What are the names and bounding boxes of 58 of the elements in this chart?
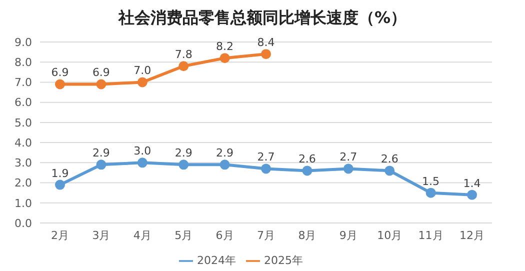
point [302, 166, 312, 176]
data-label: 2.9 [92, 146, 110, 160]
point [55, 180, 65, 190]
point [261, 49, 271, 60]
data-label: 6.9 [51, 66, 69, 80]
y-tick-label: 8.0 [14, 56, 32, 70]
y-tick-label: 5.0 [14, 116, 32, 130]
point [426, 188, 436, 198]
point [178, 61, 189, 72]
y-tick-label: 3.0 [14, 156, 32, 170]
point [467, 190, 477, 200]
data-label: 1.5 [422, 174, 440, 188]
data-label: 7.8 [174, 48, 192, 62]
point [220, 160, 230, 170]
data-label: 7.0 [134, 64, 152, 78]
point [343, 164, 354, 174]
x-tick-label: 3月 [92, 228, 110, 242]
data-label: 6.9 [92, 66, 110, 80]
legend-label: 2024年 [197, 254, 236, 267]
point [96, 79, 106, 90]
x-tick-label: 6月 [216, 228, 234, 242]
data-label: 2.9 [216, 146, 234, 160]
data-label: 8.2 [216, 40, 234, 54]
y-tick-label: 0.0 [14, 216, 32, 230]
x-tick-label: 10月 [377, 228, 402, 242]
data-label: 2.7 [257, 150, 275, 164]
data-label: 2.6 [298, 152, 316, 166]
x-tick-label: 2月 [51, 228, 69, 242]
x-tick-label: 8月 [298, 228, 316, 242]
y-tick-label: 4.0 [14, 136, 32, 150]
x-tick-label: 4月 [133, 228, 152, 242]
data-label: 2.7 [340, 150, 358, 164]
data-label: 3.0 [134, 144, 152, 158]
x-tick-label: 5月 [174, 228, 193, 242]
point [137, 77, 148, 88]
data-label: 1.9 [51, 166, 69, 180]
point [261, 164, 271, 174]
data-label: 1.4 [463, 176, 481, 190]
point [55, 79, 65, 90]
y-tick-label: 7.0 [14, 76, 32, 90]
y-tick-label: 2.0 [14, 176, 32, 190]
legend-label: 2025年 [264, 254, 303, 267]
data-label: 8.4 [257, 36, 275, 50]
point [96, 160, 106, 170]
data-label: 2.9 [174, 146, 192, 160]
y-tick-label: 1.0 [14, 196, 32, 210]
x-tick-label: 12月 [460, 228, 484, 242]
x-tick-label: 7月 [257, 228, 275, 242]
point [137, 158, 148, 168]
point [220, 53, 230, 64]
chart-title: 社会消费品零售总额同比增长速度（%） [117, 8, 408, 29]
y-tick-label: 9.0 [14, 36, 32, 49]
point [384, 166, 395, 176]
data-label: 2.6 [380, 152, 398, 166]
x-tick-label: 11月 [418, 228, 444, 242]
point [178, 160, 189, 170]
y-tick-label: 6.0 [14, 96, 32, 110]
x-tick-label: 9月 [339, 228, 358, 242]
